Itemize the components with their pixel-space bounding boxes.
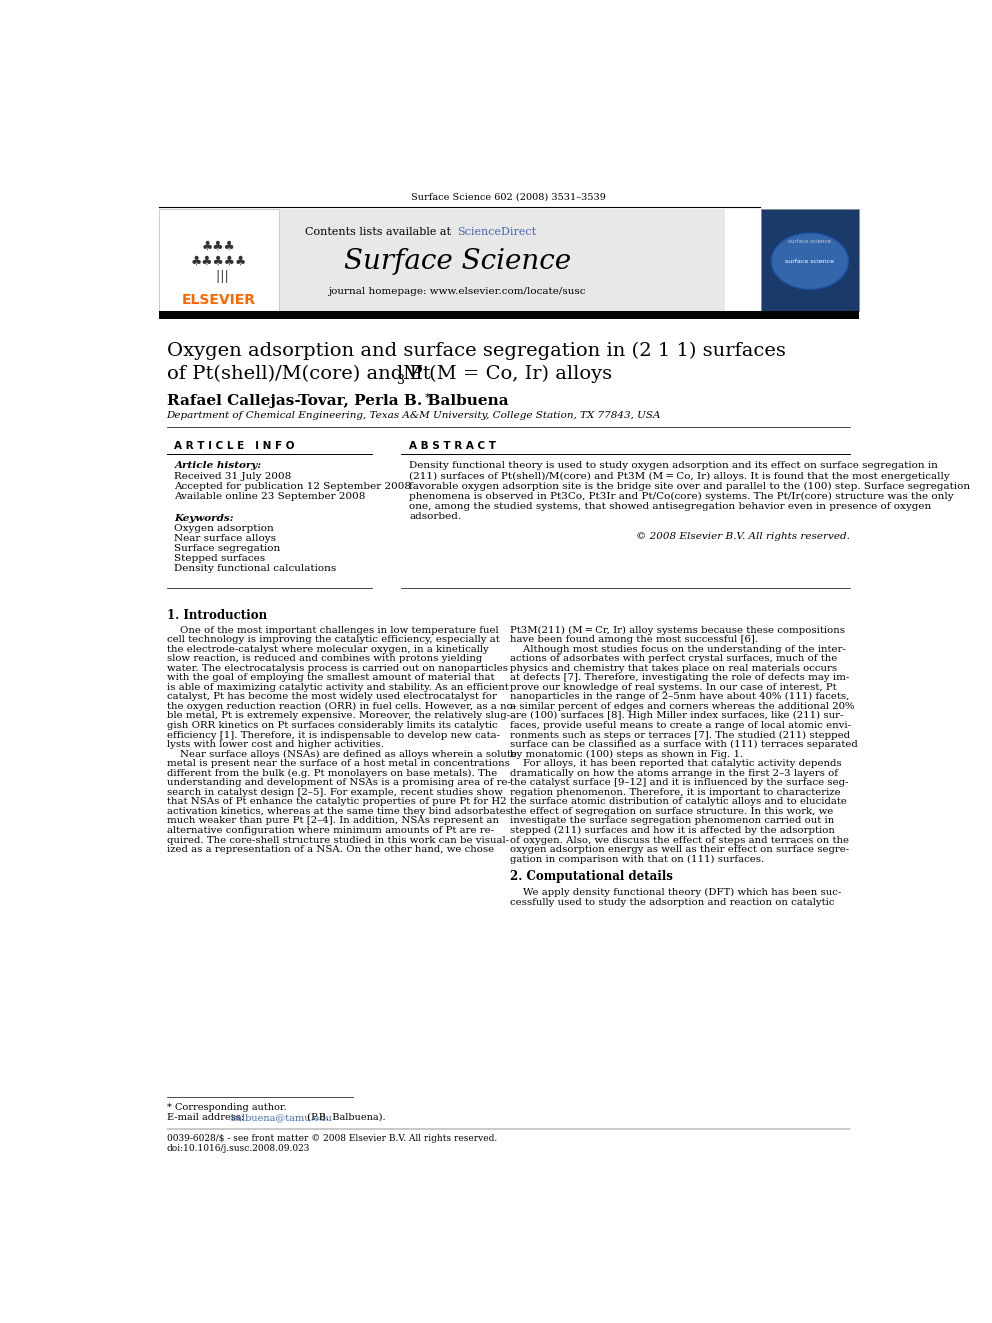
Text: journal homepage: www.elsevier.com/locate/susc: journal homepage: www.elsevier.com/locat… bbox=[328, 287, 586, 296]
Text: different from the bulk (e.g. Pt monolayers on base metals). The: different from the bulk (e.g. Pt monolay… bbox=[167, 769, 497, 778]
Text: ♣♣♣
♣♣♣♣♣
  |||: ♣♣♣ ♣♣♣♣♣ ||| bbox=[190, 239, 247, 283]
Text: Near surface alloys (NSAs) are defined as alloys wherein a solute: Near surface alloys (NSAs) are defined a… bbox=[167, 750, 517, 758]
FancyBboxPatch shape bbox=[761, 209, 859, 311]
Text: Density functional calculations: Density functional calculations bbox=[175, 564, 336, 573]
Text: One of the most important challenges in low temperature fuel: One of the most important challenges in … bbox=[167, 626, 498, 635]
Text: the oxygen reduction reaction (ORR) in fuel cells. However, as a no-: the oxygen reduction reaction (ORR) in f… bbox=[167, 701, 516, 710]
Text: physics and chemistry that takes place on real materials occurs: physics and chemistry that takes place o… bbox=[510, 664, 837, 672]
Text: Although most studies focus on the understanding of the inter-: Although most studies focus on the under… bbox=[510, 644, 846, 654]
Text: oxygen adsorption energy as well as their effect on surface segre-: oxygen adsorption energy as well as thei… bbox=[510, 845, 849, 855]
Text: surface science: surface science bbox=[789, 239, 831, 245]
Text: at defects [7]. Therefore, investigating the role of defects may im-: at defects [7]. Therefore, investigating… bbox=[510, 673, 849, 683]
Text: Contents lists available at: Contents lists available at bbox=[306, 228, 455, 237]
Text: dramatically on how the atoms arrange in the first 2–3 layers of: dramatically on how the atoms arrange in… bbox=[510, 769, 838, 778]
Text: understanding and development of NSAs is a promising area of re-: understanding and development of NSAs is… bbox=[167, 778, 511, 787]
Text: water. The electrocatalysis process is carried out on nanoparticles: water. The electrocatalysis process is c… bbox=[167, 664, 508, 672]
Text: Rafael Callejas-Tovar, Perla B. Balbuena: Rafael Callejas-Tovar, Perla B. Balbuena bbox=[167, 393, 508, 407]
Text: a similar percent of edges and corners whereas the additional 20%: a similar percent of edges and corners w… bbox=[510, 703, 854, 710]
Text: ScienceDirect: ScienceDirect bbox=[457, 228, 537, 237]
Text: (211) surfaces of Pt(shell)/M(core) and Pt3M (M = Co, Ir) alloys. It is found th: (211) surfaces of Pt(shell)/M(core) and … bbox=[410, 471, 950, 480]
Text: the electrode-catalyst where molecular oxygen, in a kinetically: the electrode-catalyst where molecular o… bbox=[167, 644, 488, 654]
Text: lysts with lower cost and higher activities.: lysts with lower cost and higher activit… bbox=[167, 740, 384, 749]
FancyBboxPatch shape bbox=[159, 209, 279, 311]
Text: favorable oxygen adsorption site is the bridge site over and parallel to the (10: favorable oxygen adsorption site is the … bbox=[410, 482, 970, 491]
Text: ble metal, Pt is extremely expensive. Moreover, the relatively slug-: ble metal, Pt is extremely expensive. Mo… bbox=[167, 712, 510, 721]
Text: Oxygen adsorption: Oxygen adsorption bbox=[175, 524, 274, 533]
Text: doi:10.1016/j.susc.2008.09.023: doi:10.1016/j.susc.2008.09.023 bbox=[167, 1143, 310, 1152]
Text: much weaker than pure Pt [2–4]. In addition, NSAs represent an: much weaker than pure Pt [2–4]. In addit… bbox=[167, 816, 499, 826]
Text: Article history:: Article history: bbox=[175, 462, 262, 471]
Text: is able of maximizing catalytic activity and stability. As an efficient: is able of maximizing catalytic activity… bbox=[167, 683, 508, 692]
Text: surface science: surface science bbox=[786, 259, 834, 263]
Text: are (100) surfaces [8]. High Miller index surfaces, like (211) sur-: are (100) surfaces [8]. High Miller inde… bbox=[510, 712, 843, 721]
Text: stepped (211) surfaces and how it is affected by the adsorption: stepped (211) surfaces and how it is aff… bbox=[510, 826, 835, 835]
Text: gation in comparison with that on (111) surfaces.: gation in comparison with that on (111) … bbox=[510, 855, 764, 864]
Text: Pt3M(211) (M = Cr, Ir) alloy systems because these compositions: Pt3M(211) (M = Cr, Ir) alloy systems bec… bbox=[510, 626, 845, 635]
Text: alternative configuration where minimum amounts of Pt are re-: alternative configuration where minimum … bbox=[167, 826, 494, 835]
Text: by monatomic (100) steps as shown in Fig. 1.: by monatomic (100) steps as shown in Fig… bbox=[510, 750, 743, 758]
Text: cell technology is improving the catalytic efficiency, especially at: cell technology is improving the catalyt… bbox=[167, 635, 499, 644]
Text: Department of Chemical Engineering, Texas A&M University, College Station, TX 77: Department of Chemical Engineering, Texa… bbox=[167, 411, 661, 421]
Text: of oxygen. Also, we discuss the effect of steps and terraces on the: of oxygen. Also, we discuss the effect o… bbox=[510, 836, 849, 844]
Text: that NSAs of Pt enhance the catalytic properties of pure Pt for H2: that NSAs of Pt enhance the catalytic pr… bbox=[167, 798, 506, 806]
Text: Received 31 July 2008: Received 31 July 2008 bbox=[175, 472, 292, 482]
Text: © 2008 Elsevier B.V. All rights reserved.: © 2008 Elsevier B.V. All rights reserved… bbox=[636, 532, 850, 541]
Text: M (M = Co, Ir) alloys: M (M = Co, Ir) alloys bbox=[403, 365, 612, 384]
Text: balbuena@tamu.edu: balbuena@tamu.edu bbox=[231, 1113, 333, 1122]
Text: activation kinetics, whereas at the same time they bind adsorbates: activation kinetics, whereas at the same… bbox=[167, 807, 511, 816]
Text: Density functional theory is used to study oxygen adsorption and its effect on s: Density functional theory is used to stu… bbox=[410, 462, 938, 471]
Text: ELSEVIER: ELSEVIER bbox=[182, 292, 256, 307]
Text: For alloys, it has been reported that catalytic activity depends: For alloys, it has been reported that ca… bbox=[510, 759, 841, 769]
Text: search in catalyst design [2–5]. For example, recent studies show: search in catalyst design [2–5]. For exa… bbox=[167, 787, 503, 796]
FancyBboxPatch shape bbox=[159, 311, 859, 319]
Text: ronments such as steps or terraces [7]. The studied (211) stepped: ronments such as steps or terraces [7]. … bbox=[510, 730, 850, 740]
Text: 0039-6028/$ - see front matter © 2008 Elsevier B.V. All rights reserved.: 0039-6028/$ - see front matter © 2008 El… bbox=[167, 1134, 497, 1143]
Text: the catalyst surface [9–12] and it is influenced by the surface seg-: the catalyst surface [9–12] and it is in… bbox=[510, 778, 848, 787]
Text: A B S T R A C T: A B S T R A C T bbox=[410, 441, 496, 451]
Text: catalyst, Pt has become the most widely used electrocatalyst for: catalyst, Pt has become the most widely … bbox=[167, 692, 497, 701]
FancyBboxPatch shape bbox=[159, 209, 724, 311]
Text: adsorbed.: adsorbed. bbox=[410, 512, 461, 520]
Text: one, among the studied systems, that showed antisegregation behavior even in pre: one, among the studied systems, that sho… bbox=[410, 501, 931, 511]
Text: prove our knowledge of real systems. In our case of interest, Pt: prove our knowledge of real systems. In … bbox=[510, 683, 836, 692]
Text: * Corresponding author.: * Corresponding author. bbox=[167, 1103, 287, 1111]
Text: Stepped surfaces: Stepped surfaces bbox=[175, 554, 266, 562]
Text: have been found among the most successful [6].: have been found among the most successfu… bbox=[510, 635, 758, 644]
Text: Oxygen adsorption and surface segregation in (2 1 1) surfaces: Oxygen adsorption and surface segregatio… bbox=[167, 343, 786, 360]
Text: the surface atomic distribution of catalytic alloys and to elucidate: the surface atomic distribution of catal… bbox=[510, 798, 847, 806]
Text: efficiency [1]. Therefore, it is indispensable to develop new cata-: efficiency [1]. Therefore, it is indispe… bbox=[167, 730, 500, 740]
Text: Surface Science: Surface Science bbox=[343, 247, 570, 275]
Text: We apply density functional theory (DFT) which has been suc-: We apply density functional theory (DFT)… bbox=[510, 888, 841, 897]
Text: Keywords:: Keywords: bbox=[175, 513, 234, 523]
Text: faces, provide useful means to create a range of local atomic envi-: faces, provide useful means to create a … bbox=[510, 721, 851, 730]
Text: Available online 23 September 2008: Available online 23 September 2008 bbox=[175, 492, 366, 501]
Text: phenomena is observed in Pt3Co, Pt3Ir and Pt/Co(core) systems. The Pt/Ir(core) s: phenomena is observed in Pt3Co, Pt3Ir an… bbox=[410, 491, 954, 500]
Text: 1. Introduction: 1. Introduction bbox=[167, 609, 267, 622]
Text: actions of adsorbates with perfect crystal surfaces, much of the: actions of adsorbates with perfect cryst… bbox=[510, 654, 837, 663]
Text: regation phenomenon. Therefore, it is important to characterize: regation phenomenon. Therefore, it is im… bbox=[510, 787, 840, 796]
Text: investigate the surface segregation phenomenon carried out in: investigate the surface segregation phen… bbox=[510, 816, 834, 826]
Text: nanoparticles in the range of 2–5nm have about 40% (111) facets,: nanoparticles in the range of 2–5nm have… bbox=[510, 692, 849, 701]
Text: Surface Science 602 (2008) 3531–3539: Surface Science 602 (2008) 3531–3539 bbox=[411, 193, 606, 202]
Text: of Pt(shell)/M(core) and Pt: of Pt(shell)/M(core) and Pt bbox=[167, 365, 431, 384]
Text: slow reaction, is reduced and combines with protons yielding: slow reaction, is reduced and combines w… bbox=[167, 654, 482, 663]
Text: *: * bbox=[425, 393, 431, 404]
Text: metal is present near the surface of a host metal in concentrations: metal is present near the surface of a h… bbox=[167, 759, 510, 769]
Text: (P.B. Balbuena).: (P.B. Balbuena). bbox=[304, 1113, 386, 1122]
Text: E-mail address:: E-mail address: bbox=[167, 1113, 247, 1122]
Text: Near surface alloys: Near surface alloys bbox=[175, 534, 277, 542]
Text: the effect of segregation on surface structure. In this work, we: the effect of segregation on surface str… bbox=[510, 807, 833, 816]
Text: ized as a representation of a NSA. On the other hand, we chose: ized as a representation of a NSA. On th… bbox=[167, 845, 494, 855]
Text: Surface segregation: Surface segregation bbox=[175, 544, 281, 553]
Text: Accepted for publication 12 September 2008: Accepted for publication 12 September 20… bbox=[175, 483, 412, 491]
Text: surface can be classified as a surface with (111) terraces separated: surface can be classified as a surface w… bbox=[510, 740, 858, 749]
Ellipse shape bbox=[772, 233, 848, 290]
Text: gish ORR kinetics on Pt surfaces considerably limits its catalytic: gish ORR kinetics on Pt surfaces conside… bbox=[167, 721, 497, 730]
Text: quired. The core-shell structure studied in this work can be visual-: quired. The core-shell structure studied… bbox=[167, 836, 509, 844]
Text: with the goal of employing the smallest amount of material that: with the goal of employing the smallest … bbox=[167, 673, 494, 683]
Text: A R T I C L E   I N F O: A R T I C L E I N F O bbox=[175, 441, 295, 451]
Text: cessfully used to study the adsorption and reaction on catalytic: cessfully used to study the adsorption a… bbox=[510, 897, 834, 906]
Text: 2. Computational details: 2. Computational details bbox=[510, 871, 673, 882]
Text: 3: 3 bbox=[397, 374, 405, 388]
